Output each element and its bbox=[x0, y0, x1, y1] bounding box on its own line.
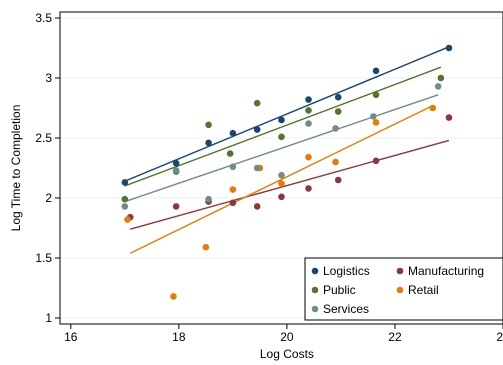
legend-marker-public bbox=[311, 286, 319, 294]
fit-lines bbox=[124, 46, 450, 254]
retail-point bbox=[124, 216, 131, 223]
x-tick-label: 24 bbox=[496, 330, 503, 344]
y-tick-label: 2 bbox=[45, 191, 52, 205]
manufacturing-point bbox=[445, 114, 453, 121]
retail-point bbox=[170, 293, 177, 300]
y-tick-label: 3.5 bbox=[35, 11, 52, 25]
services-point bbox=[305, 120, 312, 127]
y-tick-label: 1.5 bbox=[35, 251, 52, 265]
logistics-point bbox=[334, 93, 342, 101]
y-tick-label: 2.5 bbox=[35, 131, 52, 145]
retail-point bbox=[202, 243, 210, 251]
retail-point bbox=[305, 153, 312, 161]
x-tick-label: 16 bbox=[64, 330, 78, 344]
logistics-fit-line bbox=[124, 46, 450, 182]
retail-point bbox=[278, 180, 285, 187]
manufacturing-point bbox=[278, 193, 285, 201]
x-tick-label: 22 bbox=[388, 330, 402, 344]
retail-fit-line bbox=[129, 104, 434, 254]
public-point bbox=[226, 150, 234, 157]
logistics-point bbox=[253, 126, 261, 133]
manufacturing-point bbox=[334, 176, 342, 184]
logistics-point bbox=[372, 67, 380, 75]
legend-label-manufacturing: Manufacturing bbox=[408, 264, 484, 278]
manufacturing-fit-line bbox=[130, 139, 450, 230]
legend-marker-manufacturing bbox=[396, 267, 404, 275]
retail-point bbox=[332, 158, 339, 166]
legend-label-retail: Retail bbox=[408, 283, 439, 297]
manufacturing-point bbox=[372, 157, 380, 165]
y-tick-label: 1 bbox=[45, 311, 52, 325]
public-point bbox=[372, 91, 380, 99]
manufacturing-point bbox=[305, 185, 312, 192]
public-point bbox=[334, 108, 342, 115]
x-tick-label: 20 bbox=[280, 330, 294, 344]
x-tick-label: 18 bbox=[172, 330, 186, 344]
legend: Logistics Manufacturing Public Retail Servic… bbox=[304, 257, 503, 321]
logistics-point bbox=[278, 116, 285, 124]
legend-label-public: Public bbox=[323, 283, 356, 297]
plot-area-frame bbox=[59, 11, 503, 325]
public-fit-line bbox=[124, 66, 442, 187]
public-point bbox=[437, 74, 445, 82]
services-point bbox=[229, 163, 237, 171]
y-tick-label: 3 bbox=[45, 71, 52, 85]
logistics-point bbox=[172, 159, 180, 167]
public-point bbox=[305, 107, 312, 114]
manufacturing-point bbox=[229, 199, 237, 207]
legend-box bbox=[304, 257, 503, 321]
logistics-point bbox=[305, 96, 312, 103]
services-point bbox=[172, 167, 180, 174]
legend-marker-retail bbox=[396, 286, 404, 294]
public-point bbox=[205, 121, 212, 129]
axis-ticks: 1 1.5 2 2.5 3 3.5 16 18 20 22 24 bbox=[35, 11, 503, 344]
logistics-point bbox=[121, 179, 129, 186]
services-point bbox=[434, 83, 442, 90]
legend-label-logistics: Logistics bbox=[323, 264, 370, 278]
legend-marker-services bbox=[311, 305, 319, 313]
logistics-point bbox=[445, 44, 453, 52]
services-point bbox=[370, 113, 377, 120]
logistics-point bbox=[229, 129, 237, 137]
public-point bbox=[253, 99, 261, 107]
public-point bbox=[121, 195, 129, 203]
services-point bbox=[121, 203, 129, 210]
y-axis-title: Log Time to Completion bbox=[9, 105, 23, 232]
services-point bbox=[253, 164, 261, 172]
manufacturing-point bbox=[172, 203, 180, 210]
services-point bbox=[278, 171, 285, 179]
retail-point bbox=[229, 186, 237, 193]
manufacturing-point bbox=[253, 203, 261, 210]
public-point bbox=[278, 133, 285, 141]
legend-marker-logistics bbox=[311, 267, 319, 275]
logistics-point bbox=[205, 139, 212, 147]
services-fit-line bbox=[124, 94, 439, 203]
services-point bbox=[332, 125, 339, 132]
x-axis-title: Log Costs bbox=[260, 347, 314, 361]
retail-point bbox=[429, 104, 437, 112]
data-points bbox=[121, 44, 453, 300]
retail-point bbox=[372, 119, 380, 126]
services-point bbox=[205, 195, 212, 203]
legend-label-services: Services bbox=[323, 302, 369, 316]
